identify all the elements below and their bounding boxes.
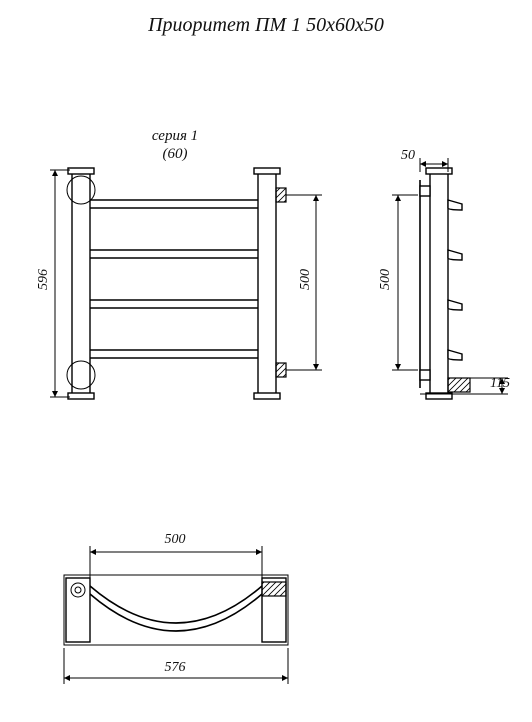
side-view [392, 158, 508, 399]
front-view [50, 168, 322, 399]
diagram-canvas [0, 0, 532, 722]
top-view [64, 546, 288, 684]
